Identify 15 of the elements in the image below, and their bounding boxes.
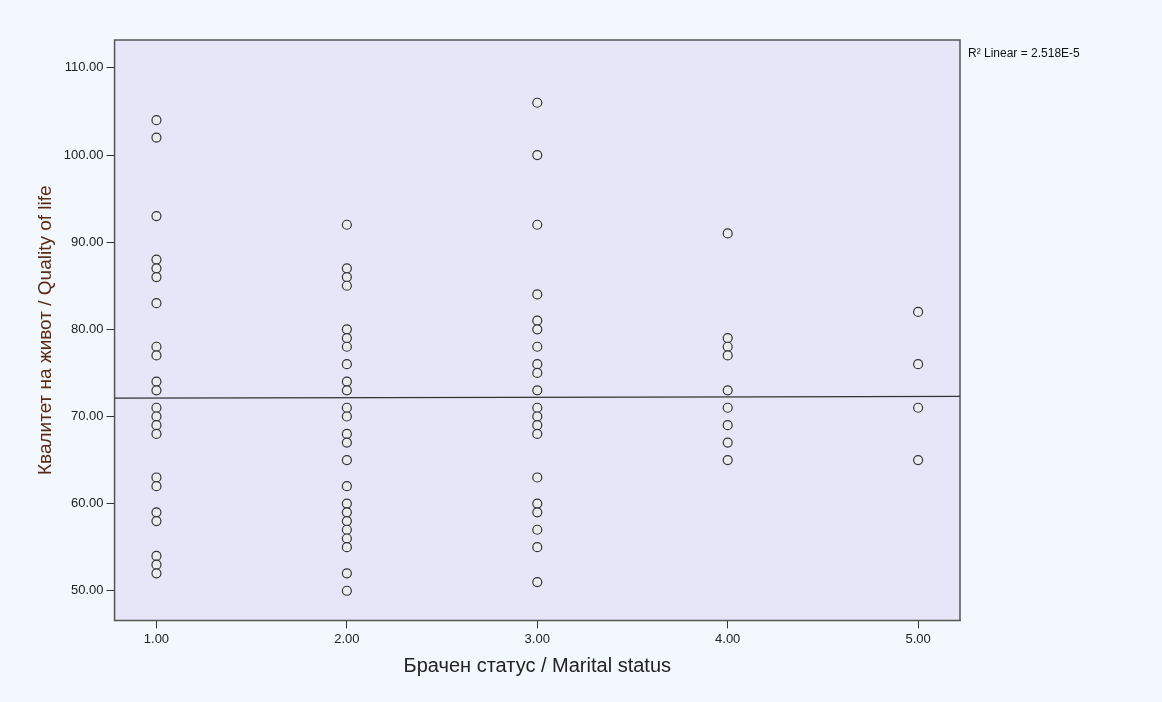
x-tick-label: 4.00 [715, 630, 741, 646]
y-tick-label: 60.00 [71, 495, 104, 511]
y-tick-label: 100.00 [63, 146, 104, 162]
x-tick-label: 2.00 [334, 630, 360, 646]
y-tick-label: 80.00 [71, 320, 104, 336]
y-axis-title: Квалитет на живот / Quality of life [33, 185, 55, 476]
x-tick-label: 5.00 [905, 630, 931, 646]
text: R² Linear = 2.518E-5 [968, 46, 1080, 60]
y-tick-label: 90.00 [71, 233, 104, 249]
x-axis-title: Брачен статус / Marital status [403, 653, 672, 676]
y-tick-label: 110.00 [64, 59, 104, 75]
x-tick-label: 1.00 [143, 630, 170, 646]
y-tick-label: 70.00 [71, 408, 104, 424]
x-tick-label: 3.00 [524, 630, 550, 646]
y-tick-label: 50.00 [71, 582, 104, 598]
